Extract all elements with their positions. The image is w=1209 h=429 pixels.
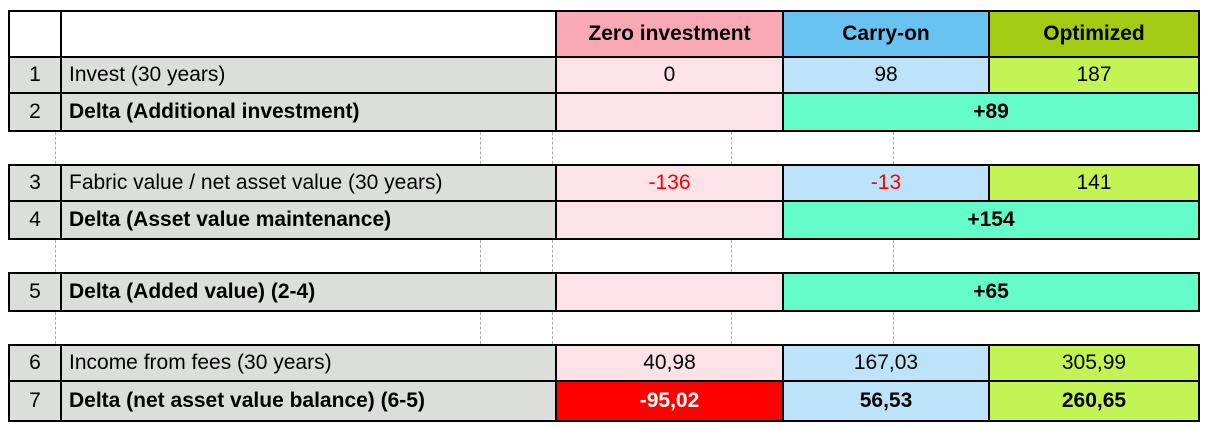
gridline-stub	[893, 240, 894, 272]
row-5-delta-added-value: 5 Delta (Added value) (2-4) +65	[10, 274, 1198, 310]
row-3-label-cell[interactable]: Fabric value / net asset value (30 years…	[62, 166, 557, 200]
grid-spacer-row	[8, 240, 1200, 272]
row-2-number-cell[interactable]: 2	[10, 94, 62, 130]
table-block-invest: Zero investment Carry-on Optimized 1 Inv…	[8, 10, 1200, 132]
gridline-stub	[480, 240, 481, 272]
row-3-zero-value-cell[interactable]: -136	[557, 166, 784, 200]
row-3-opt-value-cell[interactable]: 141	[990, 166, 1198, 200]
spreadsheet-table: Zero investment Carry-on Optimized 1 Inv…	[8, 10, 1200, 422]
row-1-opt-value-cell[interactable]: 187	[990, 58, 1198, 92]
row-3-carry-value-cell[interactable]: -13	[784, 166, 990, 200]
gridline-stub	[893, 312, 894, 344]
row-4-delta-merged-cell[interactable]: +154	[784, 202, 1198, 238]
row-5-zero-empty-cell[interactable]	[557, 274, 784, 310]
header-cell-empty-b[interactable]	[62, 12, 557, 56]
row-4-delta-asset-value-maintenance: 4 Delta (Asset value maintenance) +154	[10, 202, 1198, 238]
row-2-delta-merged-cell[interactable]: +89	[784, 94, 1198, 130]
row-7-zero-value-cell[interactable]: -95,02	[557, 382, 784, 420]
header-row: Zero investment Carry-on Optimized	[10, 12, 1198, 58]
row-6-zero-value-cell[interactable]: 40,98	[557, 346, 784, 380]
gridline-stub	[731, 312, 732, 344]
row-6-opt-value-cell[interactable]: 305,99	[990, 346, 1198, 380]
row-2-delta-additional-investment: 2 Delta (Additional investment) +89	[10, 94, 1198, 130]
row-6-number-cell[interactable]: 6	[10, 346, 62, 380]
row-7-label-cell[interactable]: Delta (net asset value balance) (6-5)	[62, 382, 557, 420]
row-5-label-cell[interactable]: Delta (Added value) (2-4)	[62, 274, 557, 310]
gridline-stub	[480, 132, 481, 164]
row-7-opt-value-cell[interactable]: 260,65	[990, 382, 1198, 420]
row-3-number-cell[interactable]: 3	[10, 166, 62, 200]
row-7-carry-value-cell[interactable]: 56,53	[784, 382, 990, 420]
table-block-asset-value: 3 Fabric value / net asset value (30 yea…	[8, 164, 1200, 240]
gridline-stub	[893, 132, 894, 164]
grid-spacer-row	[8, 132, 1200, 164]
row-1-zero-value-cell[interactable]: 0	[557, 58, 784, 92]
table-block-added-value: 5 Delta (Added value) (2-4) +65	[8, 272, 1200, 312]
row-6-income-from-fees: 6 Income from fees (30 years) 40,98 167,…	[10, 346, 1198, 382]
gridline-stub	[731, 240, 732, 272]
row-5-delta-merged-cell[interactable]: +65	[784, 274, 1198, 310]
row-6-label-cell[interactable]: Income from fees (30 years)	[62, 346, 557, 380]
row-4-number-cell[interactable]: 4	[10, 202, 62, 238]
row-1-carry-value-cell[interactable]: 98	[784, 58, 990, 92]
gridline-stub	[55, 132, 56, 164]
row-5-number-cell[interactable]: 5	[10, 274, 62, 310]
gridline-stub	[552, 312, 553, 344]
row-7-number-cell[interactable]: 7	[10, 382, 62, 420]
row-3-fabric-value: 3 Fabric value / net asset value (30 yea…	[10, 166, 1198, 202]
gridline-stub	[480, 312, 481, 344]
row-1-number-cell[interactable]: 1	[10, 58, 62, 92]
row-6-carry-value-cell[interactable]: 167,03	[784, 346, 990, 380]
row-4-label-cell[interactable]: Delta (Asset value maintenance)	[62, 202, 557, 238]
gridline-stub	[55, 240, 56, 272]
row-7-delta-net-asset-value-balance: 7 Delta (net asset value balance) (6-5) …	[10, 382, 1198, 420]
row-1-invest: 1 Invest (30 years) 0 98 187	[10, 58, 1198, 94]
header-cell-optimized[interactable]: Optimized	[990, 12, 1198, 56]
gridline-stub	[552, 240, 553, 272]
header-cell-empty-a[interactable]	[10, 12, 62, 56]
table-block-fees-balance: 6 Income from fees (30 years) 40,98 167,…	[8, 344, 1200, 422]
grid-spacer-row	[8, 312, 1200, 344]
gridline-stub	[552, 132, 553, 164]
gridline-stub	[55, 312, 56, 344]
gridline-stub	[731, 132, 732, 164]
row-4-zero-empty-cell[interactable]	[557, 202, 784, 238]
row-2-label-cell[interactable]: Delta (Additional investment)	[62, 94, 557, 130]
header-cell-zero-investment[interactable]: Zero investment	[557, 12, 784, 56]
header-cell-carry-on[interactable]: Carry-on	[784, 12, 990, 56]
row-1-label-cell[interactable]: Invest (30 years)	[62, 58, 557, 92]
row-2-zero-empty-cell[interactable]	[557, 94, 784, 130]
